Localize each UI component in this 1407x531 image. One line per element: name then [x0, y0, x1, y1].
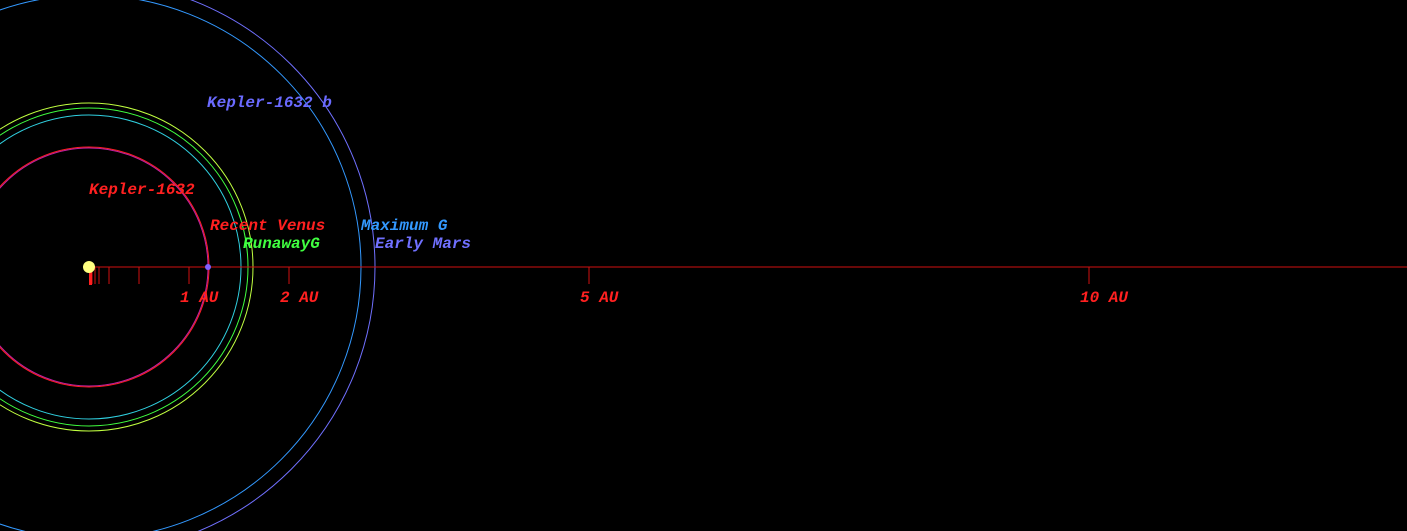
star-marker — [89, 267, 92, 285]
tick-label: 10 AU — [1080, 289, 1128, 307]
planet-label: Kepler-1632 b — [207, 94, 332, 112]
planet — [205, 264, 211, 270]
tick-label: 2 AU — [280, 289, 319, 307]
zone-label: Maximum G — [360, 217, 448, 235]
tick-label: 5 AU — [580, 289, 619, 307]
star-label: Kepler-1632 — [89, 181, 195, 199]
tick-label: 1 AU — [180, 289, 219, 307]
zone-label: Recent Venus — [210, 217, 325, 235]
star — [83, 261, 95, 273]
zone-label: RunawayG — [243, 235, 320, 253]
zone-label: Early Mars — [375, 235, 471, 253]
